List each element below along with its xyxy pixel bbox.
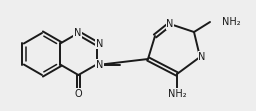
Text: N: N: [166, 19, 174, 29]
Text: O: O: [74, 89, 82, 99]
Text: N: N: [74, 28, 81, 38]
Text: NH₂: NH₂: [168, 89, 186, 99]
Text: N: N: [96, 39, 103, 49]
Text: N: N: [198, 52, 206, 62]
Text: N: N: [96, 59, 103, 69]
Text: NH₂: NH₂: [222, 17, 241, 27]
